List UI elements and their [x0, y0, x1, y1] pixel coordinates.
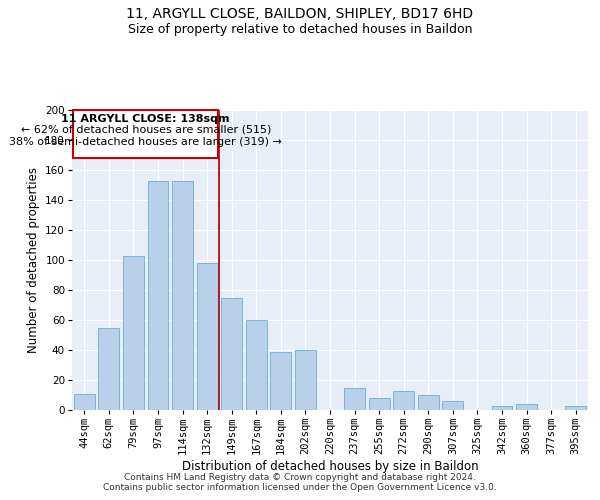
- Bar: [368, 398, 389, 410]
- Bar: [246, 320, 267, 410]
- Text: Size of property relative to detached houses in Baildon: Size of property relative to detached ho…: [128, 22, 472, 36]
- Bar: [221, 298, 242, 410]
- Bar: [418, 395, 439, 410]
- Bar: [491, 406, 512, 410]
- Bar: [148, 180, 169, 410]
- Bar: [74, 394, 95, 410]
- Text: 11, ARGYLL CLOSE, BAILDON, SHIPLEY, BD17 6HD: 11, ARGYLL CLOSE, BAILDON, SHIPLEY, BD17…: [127, 8, 473, 22]
- Bar: [123, 256, 144, 410]
- Bar: [442, 401, 463, 410]
- Bar: [172, 180, 193, 410]
- Text: 11 ARGYLL CLOSE: 138sqm: 11 ARGYLL CLOSE: 138sqm: [61, 114, 230, 124]
- Text: 38% of semi-detached houses are larger (319) →: 38% of semi-detached houses are larger (…: [9, 137, 282, 147]
- Bar: [565, 406, 586, 410]
- Bar: [295, 350, 316, 410]
- Bar: [98, 328, 119, 410]
- Bar: [271, 352, 292, 410]
- Bar: [393, 390, 414, 410]
- FancyBboxPatch shape: [73, 110, 218, 158]
- Bar: [197, 263, 218, 410]
- X-axis label: Distribution of detached houses by size in Baildon: Distribution of detached houses by size …: [182, 460, 478, 473]
- Text: ← 62% of detached houses are smaller (515): ← 62% of detached houses are smaller (51…: [20, 125, 271, 135]
- Bar: [344, 388, 365, 410]
- Bar: [516, 404, 537, 410]
- Y-axis label: Number of detached properties: Number of detached properties: [27, 167, 40, 353]
- Text: Contains HM Land Registry data © Crown copyright and database right 2024.
Contai: Contains HM Land Registry data © Crown c…: [103, 473, 497, 492]
